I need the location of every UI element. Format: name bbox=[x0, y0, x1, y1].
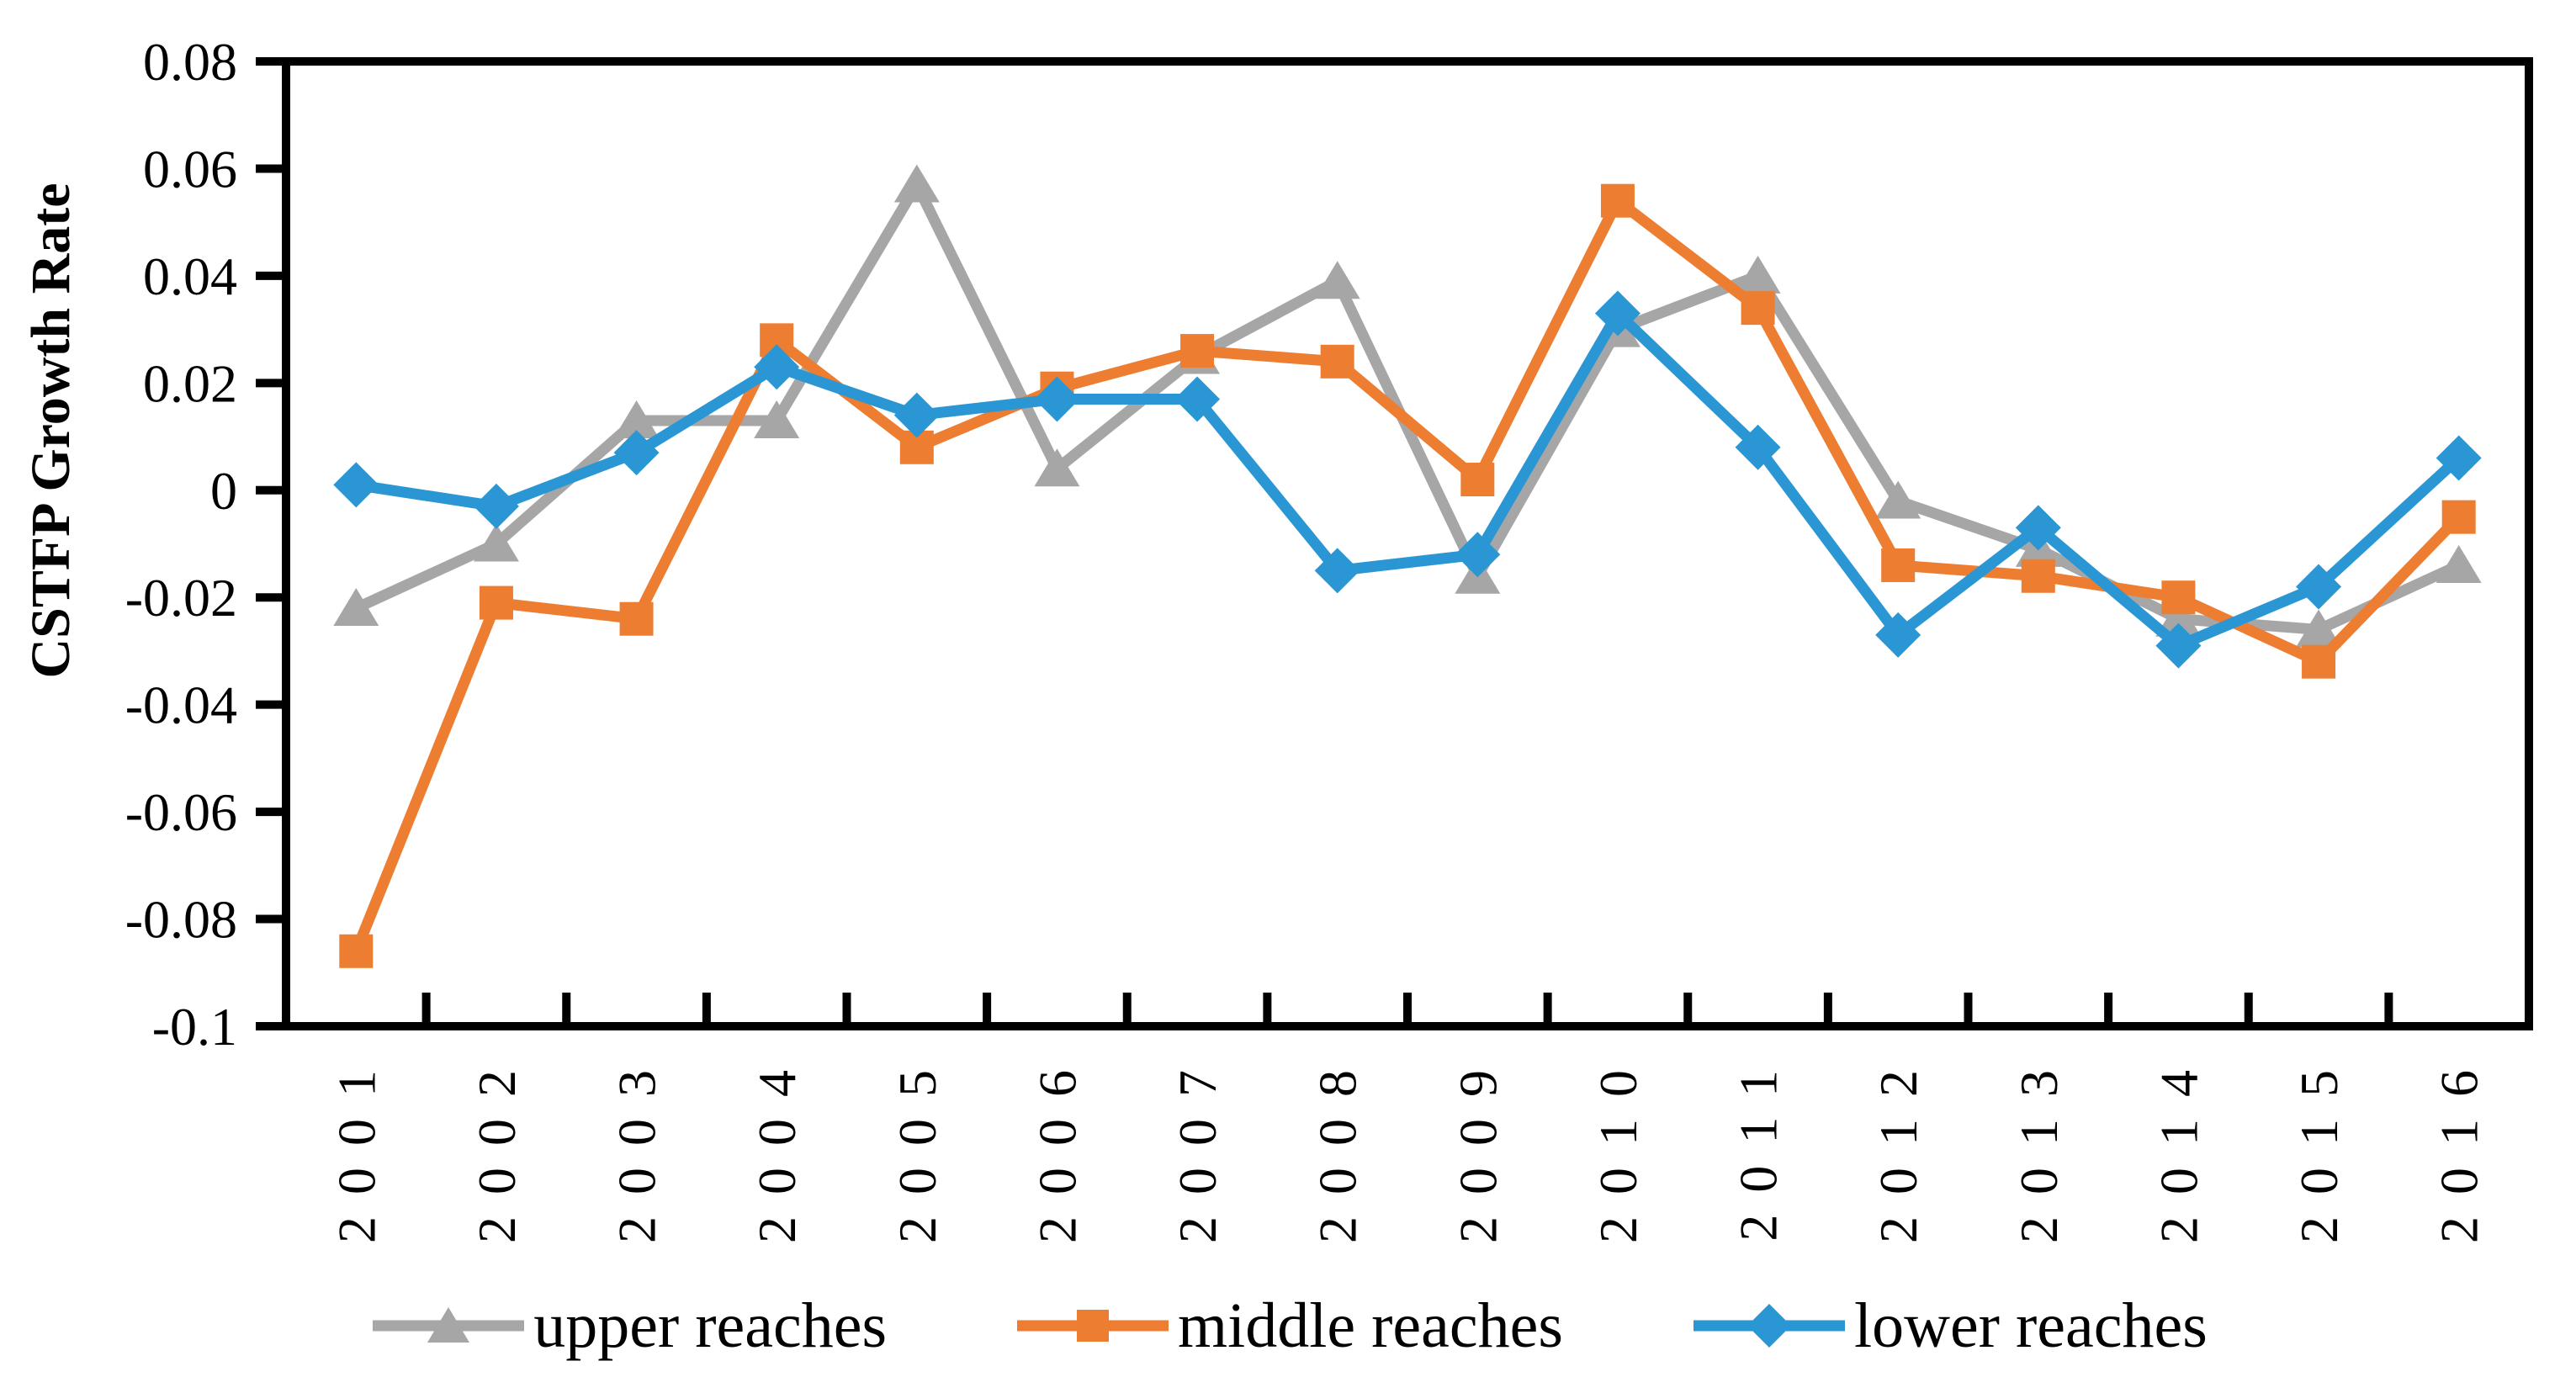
legend: upper reaches middle reaches lower reaches bbox=[0, 1294, 2576, 1358]
x-tick-label: 2002 bbox=[467, 1048, 527, 1243]
x-tick-label: 2005 bbox=[888, 1048, 947, 1243]
data-point-marker bbox=[2436, 544, 2482, 583]
y-tick-label: -0.08 bbox=[125, 890, 237, 950]
data-point-marker bbox=[893, 392, 940, 438]
series-lower-reaches bbox=[333, 290, 2482, 669]
x-tick-label: 2003 bbox=[607, 1048, 667, 1243]
y-tick-label: -0.04 bbox=[125, 675, 237, 735]
data-point-marker bbox=[1735, 424, 1781, 470]
data-point-marker bbox=[1314, 548, 1360, 594]
x-tick-label: 2009 bbox=[1448, 1048, 1508, 1243]
data-point-marker bbox=[619, 601, 654, 636]
data-point-marker bbox=[754, 344, 800, 390]
data-point-marker bbox=[2155, 622, 2202, 669]
data-point-marker bbox=[1875, 480, 1921, 519]
data-point-marker bbox=[1741, 291, 1775, 326]
x-tick-label: 2010 bbox=[1588, 1048, 1648, 1243]
legend-item-upper-reaches: upper reaches bbox=[368, 1294, 887, 1358]
x-tick-label: 2016 bbox=[2430, 1048, 2489, 1243]
data-point-marker bbox=[1875, 612, 1921, 658]
y-tick-label: 0.02 bbox=[143, 353, 237, 413]
x-tick-label: 2001 bbox=[326, 1048, 386, 1243]
x-tick-label: 2007 bbox=[1168, 1048, 1227, 1243]
data-point-marker bbox=[1314, 261, 1360, 299]
y-tick-label: -0.1 bbox=[152, 997, 237, 1057]
x-tick-label: 2006 bbox=[1027, 1048, 1087, 1243]
plot-border bbox=[282, 57, 2533, 1030]
data-point-marker bbox=[2296, 564, 2342, 610]
data-point-marker bbox=[333, 587, 379, 626]
legend-item-middle-reaches: middle reaches bbox=[1013, 1294, 1563, 1358]
x-tick-label: 2008 bbox=[1308, 1048, 1368, 1243]
legend-label: upper reaches bbox=[533, 1290, 888, 1361]
data-point-marker bbox=[1735, 255, 1781, 294]
legend-label: lower reaches bbox=[1853, 1290, 2208, 1361]
x-tick-label: 2015 bbox=[2289, 1048, 2349, 1243]
data-point-marker bbox=[2015, 505, 2061, 551]
data-point-marker bbox=[2302, 644, 2336, 679]
data-point-marker bbox=[1881, 548, 1916, 582]
y-tick-label: 0 bbox=[210, 461, 237, 521]
data-point-marker bbox=[613, 400, 660, 438]
series-line bbox=[351, 195, 2463, 954]
x-tick-label: 2004 bbox=[747, 1048, 807, 1243]
y-tick-label: 0.06 bbox=[143, 139, 237, 199]
legend-item-lower-reaches: lower reaches bbox=[1689, 1294, 2208, 1358]
legend-diamond-marker-icon bbox=[1693, 1304, 1845, 1348]
y-axis-title: CSTFP Growth Rate bbox=[20, 183, 82, 678]
data-point-marker bbox=[2296, 609, 2342, 648]
data-point-marker bbox=[2161, 580, 2196, 615]
data-point-marker bbox=[473, 523, 519, 562]
y-tick-label: -0.02 bbox=[125, 568, 237, 628]
data-point-marker bbox=[339, 934, 374, 968]
y-tick-label: -0.06 bbox=[125, 782, 237, 842]
data-point-marker bbox=[1455, 532, 1501, 578]
data-point-marker bbox=[2441, 500, 2476, 534]
data-point-marker bbox=[2436, 435, 2482, 481]
x-tick-label: 2011 bbox=[1729, 1048, 1789, 1242]
data-point-marker bbox=[1594, 290, 1640, 336]
data-point-marker bbox=[1034, 448, 1080, 487]
legend-triangle-marker-icon bbox=[373, 1307, 525, 1343]
data-point-marker bbox=[1320, 344, 1354, 379]
data-point-marker bbox=[754, 400, 800, 438]
series-middle-reaches bbox=[339, 183, 2476, 968]
data-point-marker bbox=[613, 430, 660, 476]
data-point-marker bbox=[1174, 376, 1221, 422]
x-tick-label: 2012 bbox=[1868, 1048, 1928, 1243]
y-tick-label: 0.04 bbox=[143, 246, 237, 306]
data-point-marker bbox=[333, 462, 379, 508]
data-point-marker bbox=[479, 585, 513, 620]
data-point-marker bbox=[1180, 334, 1215, 368]
y-tick-label: 0.08 bbox=[143, 32, 237, 92]
data-point-marker bbox=[1600, 183, 1635, 218]
legend-label: middle reaches bbox=[1178, 1290, 1563, 1361]
series-line bbox=[355, 307, 2463, 652]
x-tick-label: 2013 bbox=[2009, 1048, 2069, 1243]
data-point-marker bbox=[2021, 559, 2055, 593]
data-point-marker bbox=[1460, 463, 1495, 497]
data-point-marker bbox=[893, 164, 940, 203]
x-tick-label: 2014 bbox=[2149, 1048, 2208, 1243]
legend-square-marker-icon bbox=[1017, 1310, 1169, 1342]
data-point-marker bbox=[1034, 376, 1080, 422]
data-point-marker bbox=[473, 483, 519, 529]
data-point-marker bbox=[2155, 598, 2202, 637]
